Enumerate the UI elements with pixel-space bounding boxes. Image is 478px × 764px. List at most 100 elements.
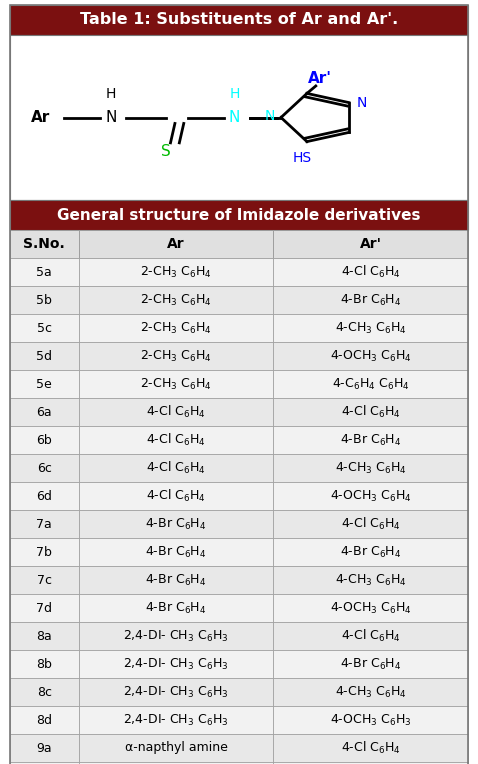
Text: 7d: 7d (36, 601, 53, 614)
Text: 2,4-DI- CH$_3$ C$_6$H$_3$: 2,4-DI- CH$_3$ C$_6$H$_3$ (123, 713, 229, 727)
Text: 4-Cl C$_6$H$_4$: 4-Cl C$_6$H$_4$ (146, 432, 206, 448)
Text: 4-Br C$_6$H$_4$: 4-Br C$_6$H$_4$ (145, 601, 207, 616)
Bar (273, 230, 468, 258)
Text: HS: HS (293, 151, 312, 165)
Bar (273, 650, 468, 678)
Bar (79, 734, 273, 762)
Text: 5e: 5e (36, 377, 52, 390)
Text: 5a: 5a (36, 266, 52, 279)
Bar (10, 454, 79, 482)
Text: 4-OCH$_3$ C$_6$H$_4$: 4-OCH$_3$ C$_6$H$_4$ (330, 348, 412, 364)
Bar (10, 678, 79, 706)
Text: 4-OCH$_3$ C$_6$H$_4$: 4-OCH$_3$ C$_6$H$_4$ (330, 488, 412, 503)
Text: 6d: 6d (36, 490, 52, 503)
Text: 6c: 6c (37, 461, 52, 474)
Bar (273, 734, 468, 762)
Bar (273, 342, 468, 370)
Bar (273, 398, 468, 426)
Bar (273, 622, 468, 650)
Bar (273, 678, 468, 706)
Text: Ar: Ar (167, 237, 185, 251)
Bar (79, 370, 273, 398)
Text: 4-Cl C$_6$H$_4$: 4-Cl C$_6$H$_4$ (146, 404, 206, 420)
Bar (10, 258, 79, 286)
Text: 4-Br C$_6$H$_4$: 4-Br C$_6$H$_4$ (145, 545, 207, 559)
Bar (10, 566, 79, 594)
Bar (273, 482, 468, 510)
Text: 4-Br C$_6$H$_4$: 4-Br C$_6$H$_4$ (340, 656, 402, 672)
Bar (273, 370, 468, 398)
Text: 4-CH$_3$ C$_6$H$_4$: 4-CH$_3$ C$_6$H$_4$ (335, 572, 407, 588)
Text: 6a: 6a (36, 406, 52, 419)
Text: 2-CH$_3$ C$_6$H$_4$: 2-CH$_3$ C$_6$H$_4$ (140, 293, 212, 308)
Text: 4-Cl C$_6$H$_4$: 4-Cl C$_6$H$_4$ (341, 404, 401, 420)
Text: 4-CH$_3$ C$_6$H$_4$: 4-CH$_3$ C$_6$H$_4$ (335, 320, 407, 335)
Bar (273, 314, 468, 342)
Text: 4-C$_6$H$_4$ C$_6$H$_4$: 4-C$_6$H$_4$ C$_6$H$_4$ (332, 377, 410, 391)
Text: 4-Cl C$_6$H$_4$: 4-Cl C$_6$H$_4$ (341, 516, 401, 532)
Bar (10, 200, 468, 230)
Text: 4-Cl C$_6$H$_4$: 4-Cl C$_6$H$_4$ (341, 628, 401, 644)
Bar (10, 706, 79, 734)
Text: N: N (229, 110, 240, 125)
Text: 2,4-DI- CH$_3$ C$_6$H$_3$: 2,4-DI- CH$_3$ C$_6$H$_3$ (123, 685, 229, 700)
Bar (79, 286, 273, 314)
Text: 2,4-DI- CH$_3$ C$_6$H$_3$: 2,4-DI- CH$_3$ C$_6$H$_3$ (123, 656, 229, 672)
Text: S.No.: S.No. (23, 237, 65, 251)
Bar (10, 314, 79, 342)
Bar (79, 566, 273, 594)
Bar (79, 510, 273, 538)
Bar (10, 5, 468, 35)
Text: 4-CH$_3$ C$_6$H$_4$: 4-CH$_3$ C$_6$H$_4$ (335, 685, 407, 700)
Bar (79, 594, 273, 622)
Bar (79, 314, 273, 342)
Bar (10, 398, 79, 426)
Bar (10, 286, 79, 314)
Bar (79, 342, 273, 370)
Text: 4-Br C$_6$H$_4$: 4-Br C$_6$H$_4$ (145, 572, 207, 588)
Text: Ar': Ar' (308, 71, 332, 86)
Text: 8b: 8b (36, 658, 52, 671)
Text: 2-CH$_3$ C$_6$H$_4$: 2-CH$_3$ C$_6$H$_4$ (140, 348, 212, 364)
Bar (10, 426, 79, 454)
Bar (79, 706, 273, 734)
Text: 8a: 8a (36, 630, 52, 643)
Bar (10, 342, 79, 370)
Text: 7c: 7c (37, 574, 52, 587)
Text: Ar: Ar (31, 110, 50, 125)
Bar (10, 650, 79, 678)
Text: 9a: 9a (36, 742, 52, 755)
Bar (79, 258, 273, 286)
Text: General structure of Imidazole derivatives: General structure of Imidazole derivativ… (57, 208, 421, 222)
Text: N: N (265, 109, 275, 123)
Text: 2-CH$_3$ C$_6$H$_4$: 2-CH$_3$ C$_6$H$_4$ (140, 320, 212, 335)
Text: 4-OCH$_3$ C$_6$H$_4$: 4-OCH$_3$ C$_6$H$_4$ (330, 601, 412, 616)
Text: 5d: 5d (36, 349, 53, 362)
Text: 8c: 8c (37, 685, 52, 698)
Text: S: S (161, 144, 171, 159)
Bar (10, 762, 79, 764)
Bar (273, 426, 468, 454)
Bar (10, 622, 79, 650)
Text: H: H (229, 86, 240, 101)
Bar (273, 538, 468, 566)
Bar (79, 650, 273, 678)
Text: N: N (357, 96, 368, 109)
Text: 2,4-DI- CH$_3$ C$_6$H$_3$: 2,4-DI- CH$_3$ C$_6$H$_3$ (123, 629, 229, 643)
Bar (10, 370, 79, 398)
Text: α-napthyl amine: α-napthyl amine (125, 742, 228, 755)
Text: 4-OCH$_3$ C$_6$H$_3$: 4-OCH$_3$ C$_6$H$_3$ (330, 713, 412, 727)
Bar (10, 510, 79, 538)
Bar (10, 35, 468, 200)
Bar (273, 762, 468, 764)
Text: 4-Br C$_6$H$_4$: 4-Br C$_6$H$_4$ (340, 545, 402, 559)
Text: Table 1: Substituents of Ar and Ar'.: Table 1: Substituents of Ar and Ar'. (80, 12, 398, 28)
Text: 4-Br C$_6$H$_4$: 4-Br C$_6$H$_4$ (340, 432, 402, 448)
Text: 7b: 7b (36, 545, 52, 558)
Text: 2-CH$_3$ C$_6$H$_4$: 2-CH$_3$ C$_6$H$_4$ (140, 264, 212, 280)
Bar (79, 426, 273, 454)
Bar (79, 762, 273, 764)
Text: 4-Cl C$_6$H$_4$: 4-Cl C$_6$H$_4$ (146, 460, 206, 476)
Bar (79, 538, 273, 566)
Text: N: N (105, 110, 117, 125)
